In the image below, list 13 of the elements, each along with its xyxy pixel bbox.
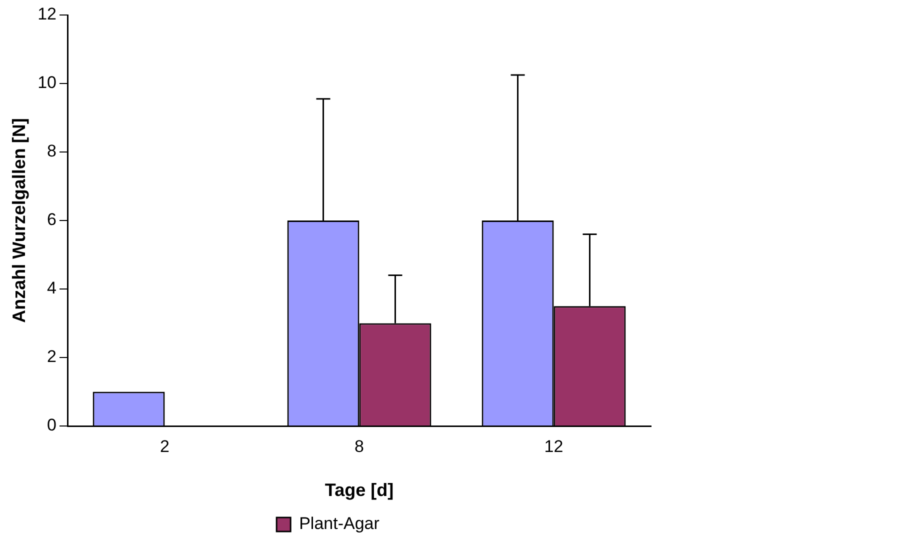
x-tick-label: 12 [544,436,564,456]
x-axis-title: Tage [d] [324,480,394,500]
y-axis-title: Anzahl Wurzelgallen [N] [8,118,29,323]
y-tick-label: 0 [47,416,57,435]
x-tick-label: 2 [160,436,170,456]
y-tick-label: 4 [47,278,57,298]
y-tick-label: 12 [38,4,57,24]
legend-label: Plant-Agar [299,514,380,534]
y-tick-label: 2 [47,347,57,366]
y-tick-label: 6 [47,210,57,230]
y-tick-label: 10 [38,73,57,92]
y-tick-label: 8 [47,142,57,161]
x-tick-label: 8 [354,436,364,456]
